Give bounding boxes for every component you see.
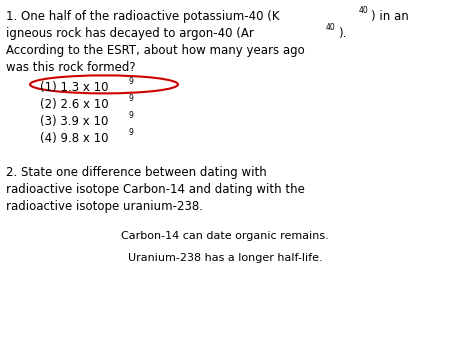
Text: radioactive isotope uranium-238.: radioactive isotope uranium-238. [6,200,203,213]
Text: (4) 9.8 x 10: (4) 9.8 x 10 [40,132,108,145]
Text: According to the ESRT, about how many years ago: According to the ESRT, about how many ye… [6,44,305,57]
Text: 40: 40 [326,23,336,32]
Text: (3) 3.9 x 10: (3) 3.9 x 10 [40,115,108,128]
Text: (1) 1.3 x 10: (1) 1.3 x 10 [40,81,108,94]
Text: was this rock formed?: was this rock formed? [6,61,135,74]
Text: 1. One half of the radioactive potassium-40 (K: 1. One half of the radioactive potassium… [6,10,279,23]
Text: (2) 2.6 x 10: (2) 2.6 x 10 [40,98,108,112]
Text: 9: 9 [129,94,133,103]
Text: ) in an: ) in an [372,10,409,23]
Text: Uranium-238 has a longer half-life.: Uranium-238 has a longer half-life. [128,253,322,263]
Text: 2. State one difference between dating with: 2. State one difference between dating w… [6,166,267,179]
Text: 40: 40 [359,6,369,15]
Text: 9: 9 [128,128,133,138]
Text: Carbon-14 can date organic remains.: Carbon-14 can date organic remains. [121,231,329,241]
Text: radioactive isotope Carbon-14 and dating with the: radioactive isotope Carbon-14 and dating… [6,184,305,196]
Text: 9: 9 [128,77,133,87]
Text: ).: ). [338,27,347,40]
Text: igneous rock has decayed to argon-40 (Ar: igneous rock has decayed to argon-40 (Ar [6,27,254,40]
Text: 9: 9 [128,112,133,120]
